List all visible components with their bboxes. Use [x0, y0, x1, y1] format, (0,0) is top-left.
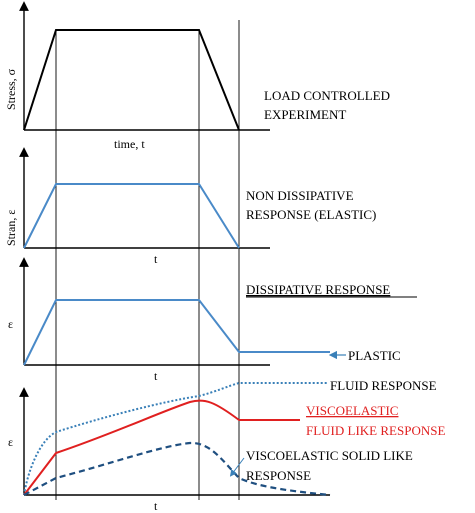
- viscoelastic-x-label: t: [154, 499, 158, 513]
- dissipative-y-label: ε: [8, 317, 13, 331]
- viscoelastic-y-label: ε: [8, 435, 13, 449]
- plastic-strain-curve: [23, 299, 330, 366]
- load-controlled-label-line2: EXPERIMENT: [264, 107, 346, 122]
- viscoelastic-solid-curve: [23, 441, 331, 497]
- viscoelastic-solid-label-line2: RESPONSE: [246, 468, 311, 483]
- viscoelastic-fluid-curve: [23, 399, 300, 496]
- non-dissipative-label-line2: RESPONSE (ELASTIC): [246, 207, 376, 222]
- plastic-label: PLASTIC: [348, 348, 401, 363]
- viscoelastic-fluid-label-line1: VISCOELASTIC: [306, 403, 398, 418]
- stress-curve: [23, 29, 240, 131]
- fluid-response-label: FLUID RESPONSE: [330, 378, 437, 393]
- fluid-response-curve: [23, 382, 328, 496]
- elastic-strain-curve: [23, 183, 240, 249]
- viscoelastic-solid-label-line1: VISCOELASTIC SOLID LIKE: [246, 448, 413, 463]
- elastic-x-label: t: [154, 252, 158, 266]
- dissipative-response-title: DISSIPATIVE RESPONSE: [246, 282, 390, 297]
- non-dissipative-label-line1: NON DISSIPATIVE: [246, 188, 354, 203]
- stress-x-label: time, t: [114, 137, 145, 151]
- viscoelastic-fluid-label-line2: FLUID LIKE RESPONSE: [306, 423, 445, 438]
- stress-panel: Stress, σ time, t LOAD CONTROLLED EXPERI…: [4, 1, 390, 151]
- elastic-panel: Stran, ε t NON DISSIPATIVE RESPONSE (ELA…: [4, 147, 376, 266]
- elastic-y-label: Stran, ε: [4, 210, 18, 246]
- viscoelastic-solid-pointer: [229, 457, 245, 477]
- dissipative-x-label: t: [154, 369, 158, 383]
- load-controlled-label-line1: LOAD CONTROLLED: [264, 88, 390, 103]
- stress-y-label: Stress, σ: [4, 68, 18, 110]
- dissipative-panel: ε t DISSIPATIVE RESPONSE PLASTIC: [8, 257, 417, 383]
- viscoelastic-panel: ε t FLUID RESPONSE VISCOELASTIC FLUID LI…: [8, 378, 445, 513]
